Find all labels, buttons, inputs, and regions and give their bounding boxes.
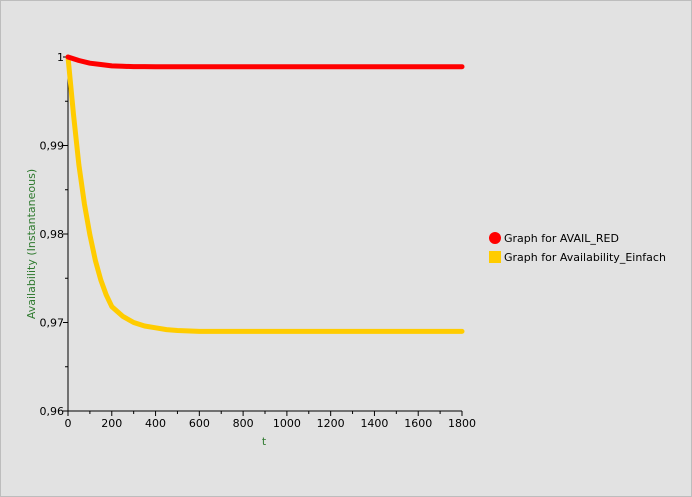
legend-label: Graph for AVAIL_RED (504, 232, 619, 245)
y-tick-label: 0,97 (40, 317, 65, 330)
legend: Graph for AVAIL_RED Graph for Availabilit… (489, 232, 666, 264)
x-tick-label: 400 (145, 417, 166, 430)
y-axis-title: Availability (Instantaneous) (25, 169, 38, 319)
x-tick-label: 1400 (360, 417, 388, 430)
x-tick-label: 1000 (273, 417, 301, 430)
series-line-availability-einfach (65, 54, 465, 334)
x-axis-title: t (262, 435, 267, 448)
y-tick-label: 1 (57, 51, 64, 64)
legend-marker-circle (489, 232, 501, 244)
axes: 0 200 400 600 800 1000 1200 1400 1600 1800 0,96 0,9… (40, 51, 477, 430)
x-tick-label: 1600 (404, 417, 432, 430)
y-tick-label: 0,96 (40, 405, 65, 418)
x-tick-label: 600 (189, 417, 210, 430)
series-line-avail-red (65, 54, 465, 70)
x-tick-label: 200 (101, 417, 122, 430)
legend-label: Graph for Availability_Einfach (504, 251, 666, 264)
y-tick-label: 0,98 (40, 228, 65, 241)
x-tick-label: 0 (65, 417, 72, 430)
x-tick-label: 1200 (317, 417, 345, 430)
x-tick-label: 1800 (448, 417, 476, 430)
series-layer (65, 54, 465, 334)
legend-marker-square (489, 251, 501, 263)
x-tick-label: 800 (233, 417, 254, 430)
y-tick-label: 0,99 (40, 140, 65, 153)
